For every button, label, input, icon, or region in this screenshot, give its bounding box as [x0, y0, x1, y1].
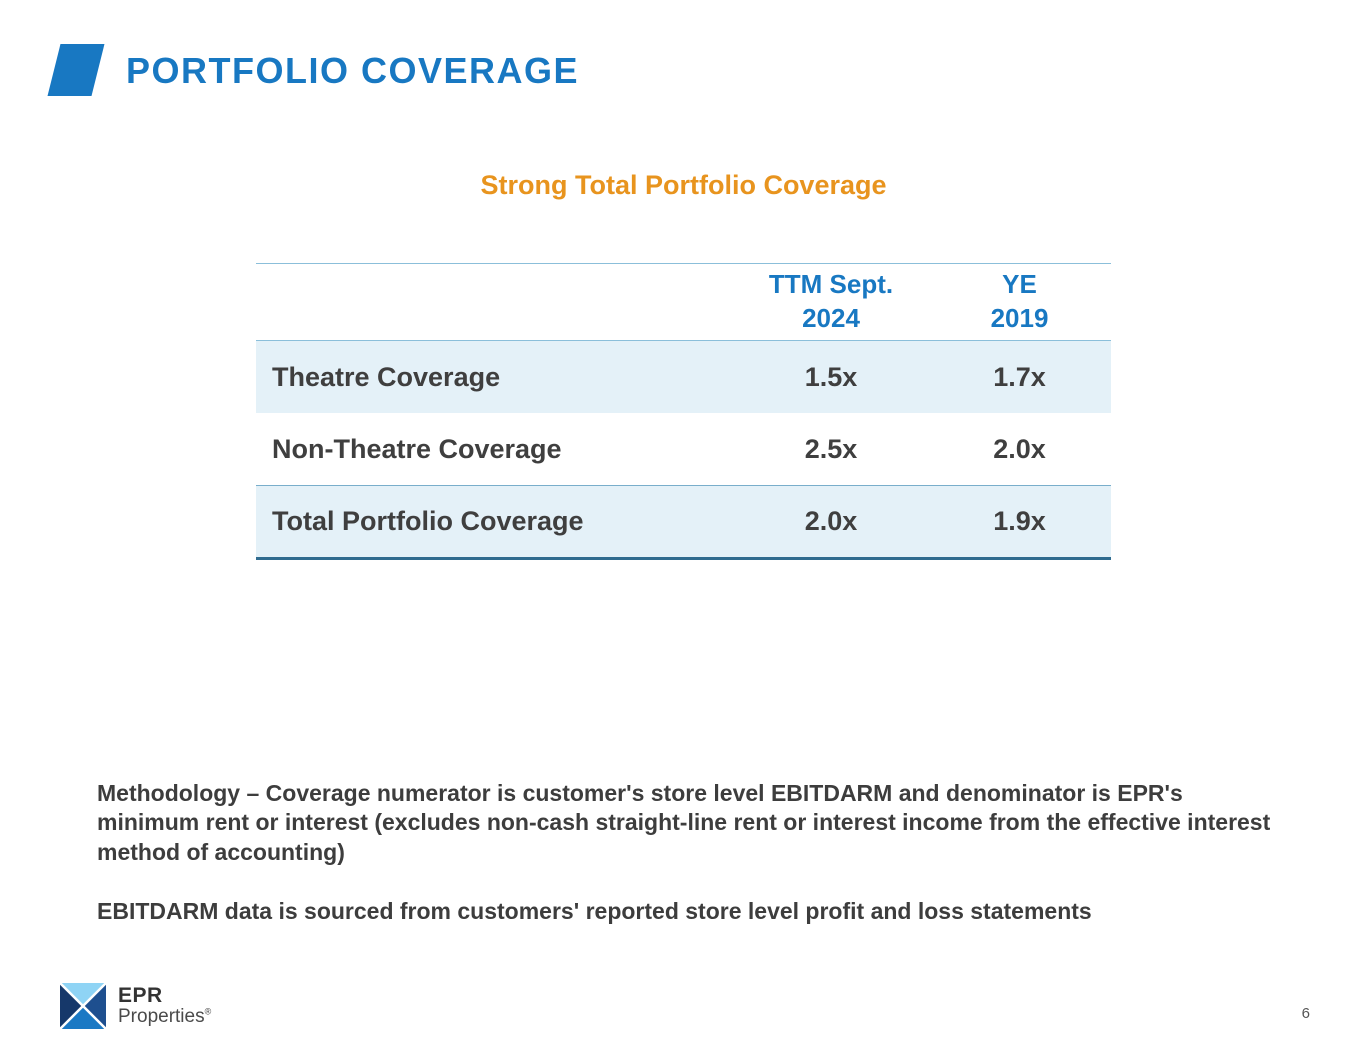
table-row-theatre-coverage: Theatre Coverage 1.5x 1.7x [256, 341, 1111, 413]
epr-logo-icon [60, 983, 106, 1029]
methodology-note: Methodology – Coverage numerator is cust… [97, 780, 1271, 865]
header-ttm-line1: TTM Sept. [768, 269, 894, 300]
slide-subtitle: Strong Total Portfolio Coverage [480, 170, 887, 200]
row-value-ye: 2.0x [993, 433, 1046, 464]
page-title: PORTFOLIO COVERAGE [126, 50, 580, 91]
row-value-ye: 1.9x [993, 506, 1046, 536]
table-row-total-portfolio-coverage: Total Portfolio Coverage 2.0x 1.9x [256, 485, 1111, 557]
ebitdarm-note: EBITDARM data is sourced from customers'… [97, 898, 1092, 925]
logo-division-name: Properties® [118, 1006, 212, 1028]
row-value-ye: 1.7x [993, 361, 1046, 392]
row-value-ttm: 2.0x [804, 506, 858, 536]
table-header-row: TTM Sept. 2024 YE 2019 [256, 263, 1111, 341]
header-ttm-line2: 2024 [802, 303, 860, 333]
page-number: 6 [1301, 1005, 1310, 1022]
table-header-ttm-sept-2024: TTM Sept. 2024 [686, 268, 976, 336]
logo-company-name: EPR [118, 984, 163, 1007]
registered-trademark-symbol: ® [204, 1006, 212, 1017]
coverage-table: TTM Sept. 2024 YE 2019 Theatre Coverage … [256, 263, 1111, 560]
row-value-ttm: 1.5x [804, 361, 858, 392]
logo-wordmark: EPR Properties® [118, 984, 212, 1028]
header-ye-line1: YE [1002, 269, 1037, 300]
row-value-ttm: 2.5x [804, 433, 858, 464]
epr-properties-logo: EPR Properties® [60, 983, 211, 1029]
footnotes: Methodology – Coverage numerator is cust… [97, 779, 1272, 927]
title-marker-parallelogram-icon [47, 44, 105, 96]
row-label: Theatre Coverage [272, 361, 501, 392]
table-header-ye-2019: YE 2019 [976, 268, 1111, 336]
header-ye-line2: 2019 [990, 303, 1049, 333]
table-row-non-theatre-coverage: Non-Theatre Coverage 2.5x 2.0x [256, 413, 1111, 485]
row-label: Non-Theatre Coverage [272, 433, 562, 464]
row-label: Total Portfolio Coverage [272, 506, 584, 536]
